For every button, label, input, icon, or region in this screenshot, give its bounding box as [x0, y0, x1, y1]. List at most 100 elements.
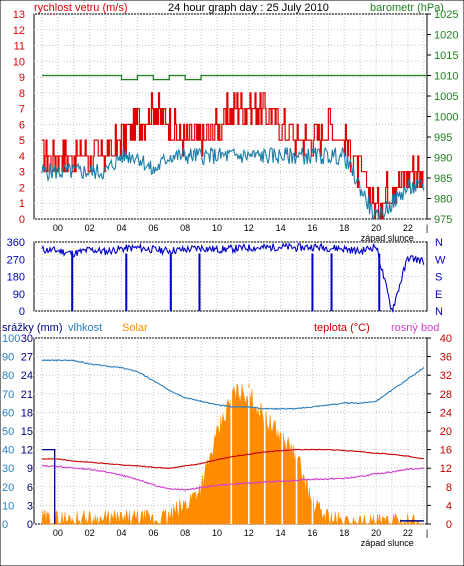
x-tick-label: 14 — [276, 223, 286, 233]
wind-axis-title: rychlost vetru (m/s) — [34, 2, 128, 14]
direction-tick-label: 180 — [7, 272, 25, 284]
x-tick-label: | — [426, 528, 428, 538]
panel2-frame — [33, 241, 428, 312]
temperature-tick-label: 0 — [446, 519, 452, 531]
compass-label: S — [435, 272, 442, 284]
wind-tick-label: 9 — [19, 72, 25, 84]
rain-tick-label: 6 — [27, 482, 33, 494]
temperature-line — [41, 448, 424, 469]
x-tick-label: 04 — [117, 223, 127, 233]
rain-tick-label: 12 — [21, 445, 33, 457]
rain-line — [41, 448, 56, 524]
wind-tick-label: 6 — [19, 119, 25, 131]
panel3-x-ticks: 00 02 04 06 08 10 12 14 16 18 20 22 | západ slunce — [53, 528, 428, 548]
pressure-tick-label: 985 — [434, 173, 452, 185]
pressure-tick-label: 975 — [434, 214, 452, 226]
humidity-tick-label: 20 — [2, 482, 14, 494]
temperature-tick-label: 20 — [440, 426, 452, 438]
x-tick-label: 10 — [212, 528, 222, 538]
wind-tick-label: 1 — [19, 198, 25, 210]
rain-tick-label: 30 — [21, 333, 33, 345]
wind-tick-label: 3 — [19, 167, 25, 179]
x-tick-label: 08 — [180, 223, 190, 233]
humidity-tick-label: 50 — [2, 426, 14, 438]
compass-label: E — [435, 289, 442, 301]
direction-tick-label: 360 — [7, 237, 25, 249]
wind-tick-label: 11 — [14, 41, 25, 53]
humidity-axis-title: vlhkost — [68, 322, 102, 334]
humidity-tick-label: 90 — [2, 352, 14, 364]
wind-tick-label: 0 — [19, 214, 25, 226]
humidity-tick-label: 70 — [2, 389, 14, 401]
x-tick-label: 02 — [85, 223, 95, 233]
pressure-tick-label: 1005 — [434, 91, 458, 103]
solar-axis-title: Solar — [122, 322, 148, 334]
wind-direction-line — [41, 242, 425, 313]
x-tick-label: | — [426, 223, 428, 233]
rain-tick-label: 15 — [21, 426, 33, 438]
humidity-tick-label: 0 — [2, 519, 8, 531]
chart-title: 24 hour graph day : 25 July 2010 — [168, 2, 329, 14]
direction-tick-label: 90 — [13, 289, 25, 301]
x-tick-label: 22 — [403, 528, 413, 538]
humidity-tick-label: 100 — [2, 333, 20, 345]
rain-tick-label: 3 — [27, 500, 33, 512]
humidity-line — [41, 359, 425, 410]
x-tick-label: 12 — [244, 528, 254, 538]
x-tick-label: 16 — [307, 223, 317, 233]
compass-label: W — [435, 254, 446, 266]
temperature-tick-label: 40 — [440, 333, 452, 345]
x-tick-label: 00 — [53, 528, 63, 538]
rain-tick-label: 24 — [21, 370, 33, 382]
x-tick-label: 12 — [244, 223, 254, 233]
panel1-x-ticks: 00 02 04 06 08 10 12 14 16 18 20 22 | západ slunce — [53, 223, 428, 243]
x-tick-label: 20 — [371, 528, 381, 538]
x-tick-label: 16 — [307, 528, 317, 538]
x-tick-label: 06 — [148, 223, 158, 233]
temperature-tick-label: 32 — [440, 370, 452, 382]
x-tick-label: 22 — [403, 223, 413, 233]
rain-tick-label: 18 — [21, 407, 33, 419]
rain-tick-label: 21 — [21, 389, 33, 401]
dewpoint-axis-title: rosný bod — [391, 322, 439, 334]
wind-tick-label: 2 — [19, 182, 25, 194]
compass-label: N — [435, 237, 443, 249]
humidity-tick-label: 80 — [2, 370, 14, 382]
direction-tick-label: 0 — [19, 306, 25, 318]
pressure-tick-label: 1020 — [434, 30, 458, 42]
wind-tick-label: 13 — [13, 9, 25, 21]
humidity-tick-label: 30 — [2, 463, 14, 475]
x-tick-label: 18 — [339, 528, 349, 538]
rain-tick-label: 0 — [27, 519, 33, 531]
sunset-label: západ slunce — [361, 233, 414, 243]
humidity-tick-label: 40 — [2, 445, 14, 457]
wind-tick-label: 7 — [19, 104, 25, 116]
wind-average-line — [41, 146, 425, 220]
compass-label: N — [435, 306, 443, 318]
dewpoint-line — [41, 464, 424, 491]
wind-gust-line — [41, 92, 424, 220]
rain-tick-label: 9 — [27, 463, 33, 475]
wind-tick-label: 5 — [19, 135, 25, 147]
barometer-axis-title: barometr (hPa) — [370, 2, 444, 14]
humidity-tick-label: 10 — [2, 500, 14, 512]
pressure-tick-label: 1010 — [434, 71, 458, 83]
sunset-label: západ slunce — [361, 538, 414, 548]
temperature-tick-label: 28 — [440, 389, 452, 401]
x-tick-label: 06 — [148, 528, 158, 538]
temperature-tick-label: 36 — [440, 352, 452, 364]
pressure-tick-label: 1000 — [434, 112, 458, 124]
x-tick-label: 00 — [53, 223, 63, 233]
temperature-tick-label: 4 — [446, 500, 452, 512]
temperature-tick-label: 12 — [440, 463, 452, 475]
solar-area — [41, 383, 424, 525]
pressure-tick-label: 980 — [434, 194, 452, 206]
x-tick-label: 18 — [339, 223, 349, 233]
wind-tick-label: 12 — [13, 25, 25, 37]
x-tick-label: 04 — [117, 528, 127, 538]
rain-axis-title: srážky (mm) — [2, 322, 63, 334]
humidity-solar-temperature-panel: 3027242118151296301009080706050403020100… — [2, 333, 452, 531]
wind-tick-label: 10 — [13, 56, 25, 68]
